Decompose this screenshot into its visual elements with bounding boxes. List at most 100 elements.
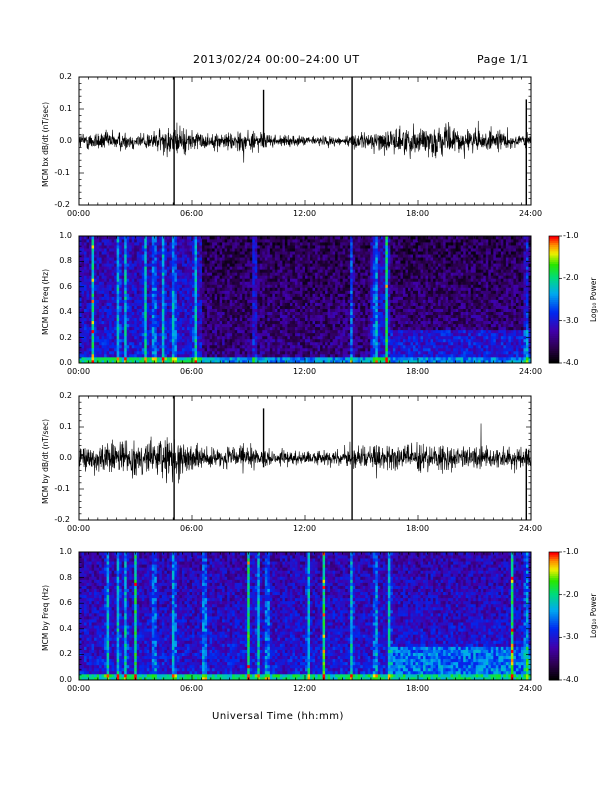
- spectrogram-cell: [136, 236, 140, 240]
- spectrogram-cell: [244, 296, 248, 300]
- spectrogram-cell: [156, 239, 160, 243]
- spectrogram-cell: [109, 347, 113, 352]
- spectrogram-cell: [224, 344, 228, 349]
- spectrogram-cell: [126, 251, 130, 255]
- spectrogram-cell: [174, 290, 178, 294]
- spectrogram-cell: [219, 338, 223, 343]
- spectrogram-cell: [362, 326, 366, 331]
- spectrogram-cell: [227, 236, 231, 240]
- spectrogram-cell: [222, 299, 226, 303]
- spectrogram-cell: [197, 290, 200, 294]
- spectrogram-cell: [126, 356, 130, 361]
- spectrogram-cell: [179, 302, 183, 306]
- spectrogram-cell: [305, 305, 308, 309]
- spectrogram-cell: [91, 353, 95, 358]
- spectrogram-cell: [232, 314, 236, 319]
- spectrogram-cell: [174, 281, 178, 285]
- spectrogram-cell: [234, 311, 238, 316]
- spectrogram-cell: [244, 281, 248, 285]
- spectrogram-cell: [144, 248, 148, 252]
- spectrogram-cell: [257, 302, 261, 306]
- spectrogram-cell: [224, 281, 228, 285]
- spectrogram-cell: [310, 314, 313, 319]
- spectrogram-cell: [192, 317, 195, 322]
- spectrogram-cell: [149, 311, 153, 316]
- spectrogram-cell: [146, 272, 150, 276]
- spectrogram-cell: [284, 314, 288, 319]
- spectrogram-cell: [320, 290, 323, 294]
- spectrogram-cell: [322, 302, 326, 306]
- spectrogram-cell: [237, 254, 241, 258]
- spectrogram-cell: [229, 260, 233, 264]
- spectrogram-cell: [181, 344, 185, 349]
- spectrogram-cell: [234, 299, 238, 303]
- spectrogram-cell: [340, 248, 344, 252]
- spectrogram-cell: [299, 239, 303, 243]
- spectrogram-cell: [99, 236, 102, 240]
- spectrogram-cell: [284, 263, 288, 267]
- spectrogram-cell: [202, 278, 205, 282]
- spectrogram-cell: [106, 284, 110, 288]
- spectrogram-cell: [257, 323, 261, 328]
- spectrogram-cell: [134, 254, 138, 258]
- spectrogram-cell: [116, 302, 120, 306]
- spectrogram-cell: [337, 290, 341, 294]
- spectrogram-cell: [272, 302, 276, 306]
- spectrogram-cell: [274, 320, 278, 325]
- spectrogram-cell: [362, 278, 366, 282]
- spectrogram-cell: [287, 272, 291, 276]
- spectrogram-cell: [149, 293, 153, 297]
- spectrogram-cell: [79, 311, 82, 316]
- spectrogram-cell: [249, 308, 253, 312]
- spectrogram-cell: [279, 308, 283, 312]
- spectrogram-cell: [119, 341, 123, 346]
- spectrogram-cell: [330, 356, 334, 361]
- spectrogram-cell: [347, 278, 351, 282]
- spectrogram-cell: [332, 287, 336, 291]
- spectrogram-cell: [209, 272, 213, 276]
- spectrogram-cell: [174, 236, 178, 240]
- spectrogram-cell: [247, 263, 251, 267]
- spectrogram-cell: [360, 326, 364, 331]
- spectrogram-cell: [262, 317, 266, 322]
- spectrogram-cell: [96, 245, 100, 249]
- spectrogram-cell: [350, 335, 354, 340]
- spectrogram-cell: [234, 284, 238, 288]
- spectrogram-cell: [151, 248, 155, 252]
- spectrogram-cell: [274, 287, 278, 291]
- spectrogram-cell: [229, 359, 233, 364]
- spectrogram-cell: [305, 242, 308, 246]
- spectrogram-cell: [274, 245, 278, 249]
- spectrogram-cell: [181, 299, 185, 303]
- spectrogram-cell: [284, 308, 288, 312]
- spectrogram-cell: [204, 284, 208, 288]
- spectrogram-cell: [302, 359, 306, 364]
- spectrogram-cell: [365, 260, 369, 264]
- spectrogram-cell: [192, 281, 195, 285]
- spectrogram-cell: [347, 263, 351, 267]
- spectrogram-cell: [232, 248, 236, 252]
- spectrogram-cell: [89, 308, 92, 312]
- spectrogram-cell: [317, 245, 321, 249]
- spectrogram-cell: [161, 356, 165, 361]
- spectrogram-cell: [136, 284, 140, 288]
- spectrogram-cell: [214, 326, 218, 331]
- spectrogram-cell: [272, 245, 276, 249]
- spectrogram-cell: [340, 350, 344, 355]
- spectrogram-cell: [192, 302, 195, 306]
- spectrogram-cell: [277, 254, 281, 258]
- spectrogram-cell: [345, 272, 349, 276]
- spectrogram-cell: [287, 350, 291, 355]
- spectrogram-cell: [284, 329, 288, 334]
- spectrogram-cell: [166, 350, 170, 355]
- spectrogram-cell: [217, 347, 221, 352]
- spectrogram-cell: [126, 257, 130, 261]
- spectrogram-cell: [154, 266, 158, 270]
- spectrogram-cell: [114, 245, 118, 249]
- spectrogram-cell: [239, 338, 243, 343]
- spectrogram-cell: [99, 344, 102, 349]
- spectrogram-cell: [86, 293, 90, 297]
- spectrogram-cell: [342, 338, 346, 343]
- spectrogram-cell: [146, 281, 150, 285]
- spectrogram-cell: [99, 281, 102, 285]
